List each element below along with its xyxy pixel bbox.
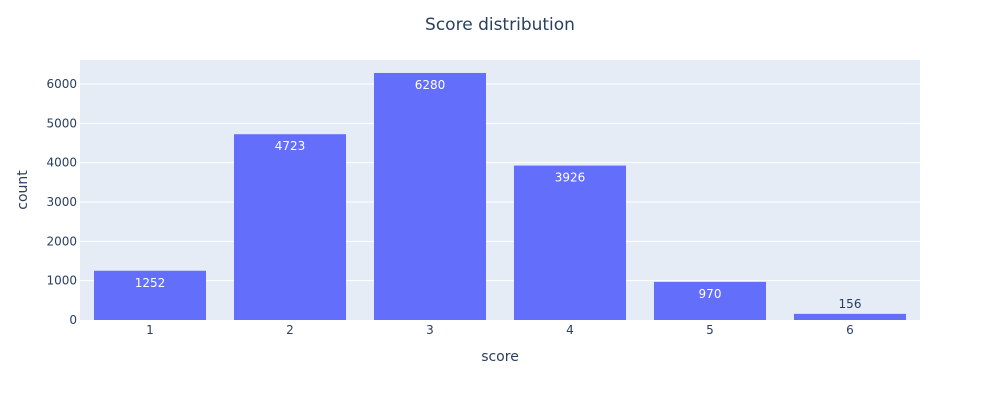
x-tick-label: 4 <box>566 323 574 337</box>
bar-score-1 <box>94 270 206 320</box>
bar-value-label: 156 <box>839 297 862 311</box>
bar-score-5 <box>654 281 766 320</box>
y-tick-label: 5000 <box>46 116 77 130</box>
bars <box>94 72 906 320</box>
y-tick-label: 1000 <box>46 274 77 288</box>
x-tick-label: 3 <box>426 323 434 337</box>
gridlines <box>80 83 920 282</box>
data-labels: 1252 4723 6280 3926 970 156 <box>135 78 862 311</box>
y-axis-title: count <box>15 170 31 210</box>
y-tick-label: 4000 <box>46 156 77 170</box>
bar-value-label: 970 <box>699 287 722 301</box>
x-tick-label: 5 <box>706 323 714 337</box>
bar-value-label: 4723 <box>275 139 306 153</box>
bar-score-3 <box>374 72 486 320</box>
x-tick-label: 2 <box>286 323 294 337</box>
y-tick-label: 3000 <box>46 195 77 209</box>
bar-value-label: 6280 <box>415 78 446 92</box>
bar-value-label: 1252 <box>135 276 166 290</box>
x-axis-ticks: 1 2 3 4 5 6 <box>146 323 854 337</box>
y-axis-ticks: 0 1000 2000 3000 4000 5000 6000 <box>46 77 77 327</box>
x-tick-label: 1 <box>146 323 154 337</box>
chart-title: Score distribution <box>425 15 575 35</box>
bar-value-label: 3926 <box>555 171 586 185</box>
y-tick-label: 6000 <box>46 77 77 91</box>
x-tick-label: 6 <box>846 323 854 337</box>
bar-score-4 <box>514 165 626 320</box>
y-tick-label: 0 <box>69 313 77 327</box>
y-tick-label: 2000 <box>46 234 77 248</box>
x-axis-title: score <box>481 349 519 365</box>
bar-score-6 <box>794 313 906 320</box>
plot-area <box>80 60 920 320</box>
bar-score-2 <box>234 134 346 320</box>
